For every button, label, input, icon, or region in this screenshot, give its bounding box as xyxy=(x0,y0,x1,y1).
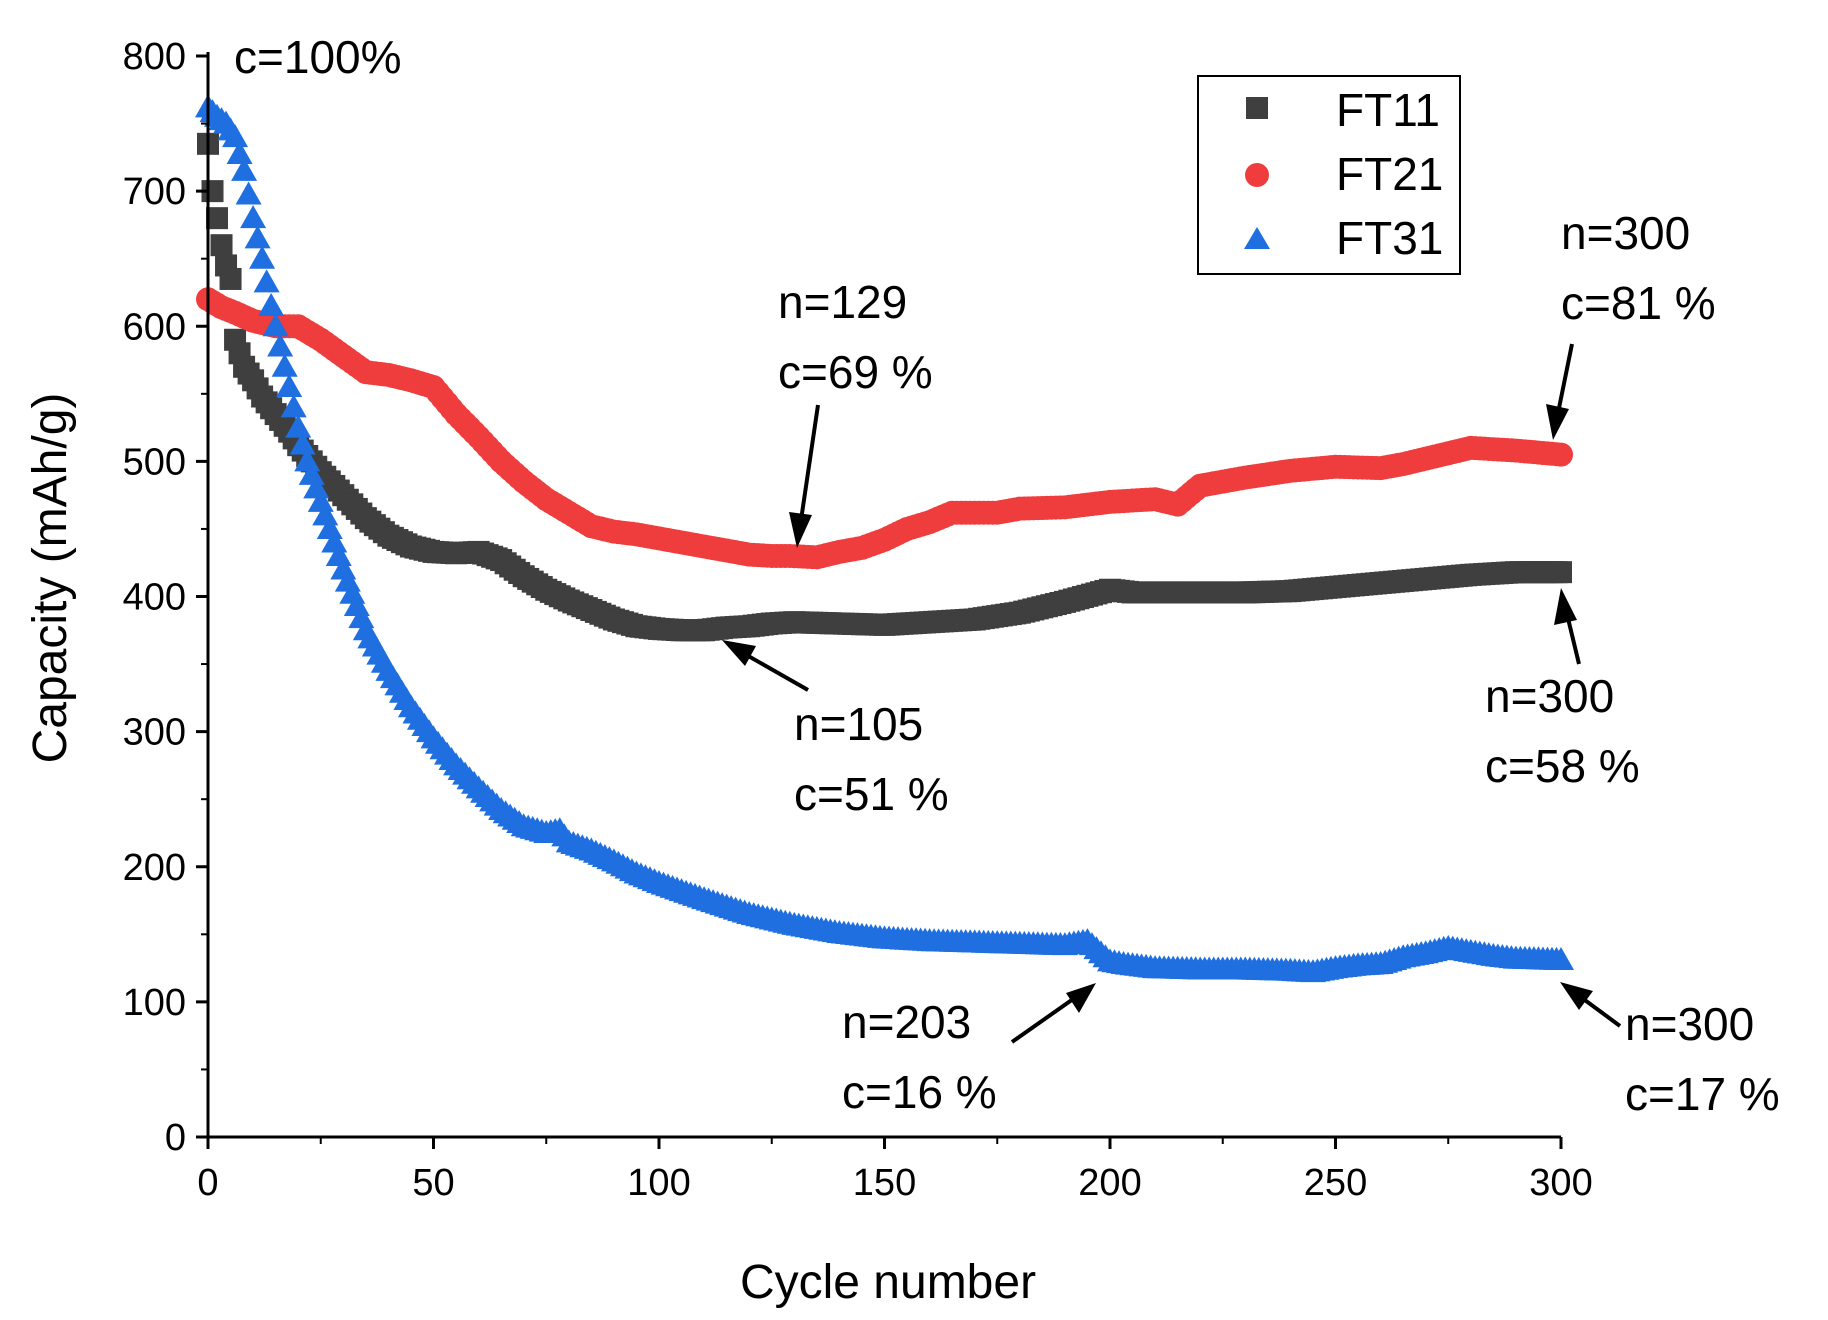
annotation-arrow-ft21-n300 xyxy=(1555,343,1574,419)
legend-label-ft21: FT21 xyxy=(1336,148,1443,200)
point-ft31 xyxy=(289,431,316,455)
annotation-arrow-ft31-n203 xyxy=(1010,995,1078,1044)
series-ft11 xyxy=(197,132,1572,642)
point-ft11 xyxy=(210,234,233,257)
y-tick-label: 100 xyxy=(123,982,186,1024)
annotations: c=100% n=129 c=69 % n=300 c=81 % n=105 c… xyxy=(234,31,1780,1120)
point-ft31 xyxy=(280,394,307,418)
axes: 0 100 200 300 400 500 600 700 800 0 50 100 150 200 250… xyxy=(123,36,1593,1204)
annotation-ft11-n300-line2: c=58 % xyxy=(1485,740,1640,792)
y-tick-label: 700 xyxy=(123,171,186,213)
point-ft31 xyxy=(253,269,280,293)
annotation-arrow-ft21-n129 xyxy=(798,404,820,528)
point-ft11 xyxy=(219,267,242,290)
annotation-ft21-n129-line2: c=69 % xyxy=(778,346,933,398)
x-tick-label: 0 xyxy=(197,1162,218,1204)
annotation-arrowhead-ft21-n300 xyxy=(1546,404,1569,440)
annotation-ft21-n300-line2: c=81 % xyxy=(1561,277,1716,329)
x-axis-title: Cycle number xyxy=(740,1256,1036,1309)
y-tick-label: 300 xyxy=(123,712,186,754)
y-tick-label: 800 xyxy=(123,36,186,78)
annotation-c100: c=100% xyxy=(234,31,402,83)
point-ft31 xyxy=(226,140,253,164)
series-ft21 xyxy=(196,287,1573,570)
annotation-arrowhead-ft21-n129 xyxy=(789,512,812,548)
annotation-arrowhead-ft11-n105 xyxy=(722,640,756,666)
x-tick-label: 50 xyxy=(412,1162,454,1204)
x-tick-label: 100 xyxy=(627,1162,690,1204)
point-ft31 xyxy=(1548,946,1574,970)
x-tick-label: 150 xyxy=(853,1162,916,1204)
point-ft31 xyxy=(285,414,312,438)
legend-marker-ft21 xyxy=(1245,163,1269,187)
annotation-arrowhead-ft11-n300 xyxy=(1554,588,1577,625)
point-ft31 xyxy=(244,225,271,249)
annotation-ft31-n300-line1: n=300 xyxy=(1625,998,1754,1050)
legend-label-ft11: FT11 xyxy=(1336,84,1440,136)
annotation-arrowhead-ft31-n203 xyxy=(1066,983,1096,1013)
point-ft21 xyxy=(1549,442,1573,467)
y-tick-label: 0 xyxy=(165,1117,186,1159)
point-ft31 xyxy=(258,292,285,316)
annotation-ft11-n105-line2: c=51 % xyxy=(794,768,949,820)
annotation-ft21-n300-line1: n=300 xyxy=(1561,207,1690,259)
annotation-ft11-n300-line1: n=300 xyxy=(1485,670,1614,722)
legend-marker-ft31 xyxy=(1244,227,1270,249)
point-ft31 xyxy=(235,181,262,205)
legend: FT11 FT21 FT31 xyxy=(1197,75,1461,275)
annotation-ft11-n105-line1: n=105 xyxy=(794,698,923,750)
plot-area xyxy=(195,94,1574,983)
legend-label-ft31: FT31 xyxy=(1336,212,1443,264)
annotation-arrow-ft11-n105 xyxy=(742,651,809,692)
point-ft11 xyxy=(206,207,229,230)
x-tick-label: 300 xyxy=(1529,1162,1592,1204)
y-axis-title: Capacity (mAh/g) xyxy=(24,393,77,764)
point-ft31 xyxy=(271,353,298,377)
annotation-ft21-n129-line1: n=129 xyxy=(778,276,907,328)
point-ft31 xyxy=(231,157,258,181)
y-tick-label: 200 xyxy=(123,847,186,889)
y-tick-label: 500 xyxy=(123,441,186,483)
x-tick-label: 200 xyxy=(1078,1162,1141,1204)
point-ft31 xyxy=(262,313,289,337)
legend-marker-ft11 xyxy=(1246,97,1268,119)
point-ft31 xyxy=(276,374,303,398)
annotation-ft31-n203-line2: c=16 % xyxy=(842,1066,997,1118)
annotation-ft31-n300-line2: c=17 % xyxy=(1625,1068,1780,1120)
point-ft31 xyxy=(267,333,294,357)
annotation-ft31-n203-line1: n=203 xyxy=(842,996,971,1048)
point-ft11 xyxy=(1550,561,1572,584)
annotation-arrowhead-ft31-n300 xyxy=(1560,982,1593,1010)
point-ft31 xyxy=(240,205,267,229)
x-tick-label: 250 xyxy=(1304,1162,1367,1204)
y-tick-label: 600 xyxy=(123,306,186,348)
legend-box xyxy=(1197,75,1461,275)
y-tick-label: 400 xyxy=(123,577,186,619)
point-ft31 xyxy=(222,124,249,148)
series-ft31 xyxy=(195,94,1574,983)
point-ft31 xyxy=(249,245,276,269)
